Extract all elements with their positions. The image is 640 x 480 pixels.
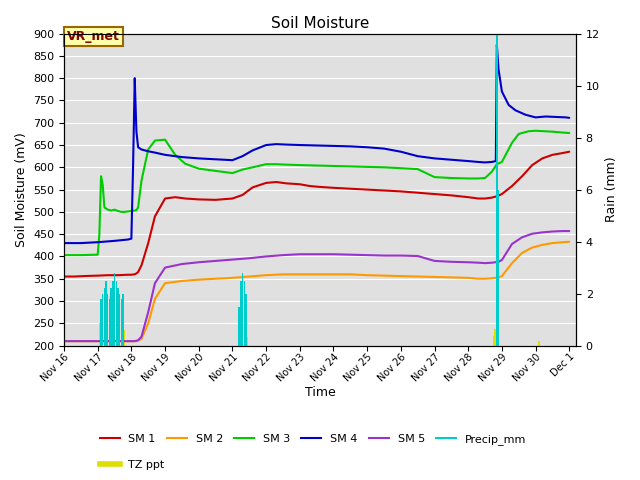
- Bar: [496, 34, 497, 346]
- Bar: [122, 325, 124, 346]
- Bar: [239, 342, 240, 346]
- Bar: [239, 307, 240, 346]
- Bar: [112, 281, 113, 346]
- Legend: TZ ppt: TZ ppt: [95, 456, 169, 474]
- Bar: [106, 281, 107, 346]
- Bar: [244, 324, 245, 346]
- X-axis label: Time: Time: [305, 386, 335, 399]
- Bar: [495, 329, 496, 346]
- Bar: [114, 273, 115, 346]
- Bar: [107, 299, 108, 346]
- Bar: [102, 301, 104, 346]
- Bar: [120, 299, 122, 346]
- Text: VR_met: VR_met: [67, 30, 120, 43]
- Bar: [116, 281, 117, 346]
- Bar: [240, 281, 241, 346]
- Bar: [498, 190, 499, 346]
- Bar: [107, 294, 108, 346]
- Y-axis label: Soil Moisture (mV): Soil Moisture (mV): [15, 132, 28, 247]
- Bar: [245, 329, 246, 346]
- Bar: [538, 341, 540, 346]
- Bar: [102, 294, 104, 346]
- Bar: [109, 299, 110, 346]
- Bar: [240, 325, 241, 346]
- Bar: [100, 310, 102, 346]
- Bar: [245, 294, 246, 346]
- Bar: [117, 319, 118, 346]
- Bar: [122, 294, 124, 346]
- Bar: [120, 324, 122, 346]
- Bar: [244, 281, 245, 346]
- Title: Soil Moisture: Soil Moisture: [271, 16, 369, 31]
- Bar: [242, 323, 243, 346]
- Bar: [119, 321, 120, 346]
- Bar: [247, 336, 248, 346]
- Bar: [117, 288, 118, 346]
- Y-axis label: Rain (mm): Rain (mm): [605, 157, 618, 222]
- Bar: [242, 273, 243, 346]
- Bar: [119, 294, 120, 346]
- Bar: [114, 306, 115, 346]
- Bar: [116, 312, 117, 346]
- Bar: [109, 296, 110, 346]
- Bar: [104, 297, 105, 346]
- Bar: [493, 336, 494, 346]
- Bar: [104, 288, 105, 346]
- Bar: [100, 299, 102, 346]
- Bar: [124, 330, 125, 346]
- Bar: [111, 298, 112, 346]
- Bar: [99, 324, 100, 346]
- Bar: [112, 303, 113, 346]
- Bar: [111, 288, 112, 346]
- Bar: [106, 303, 107, 346]
